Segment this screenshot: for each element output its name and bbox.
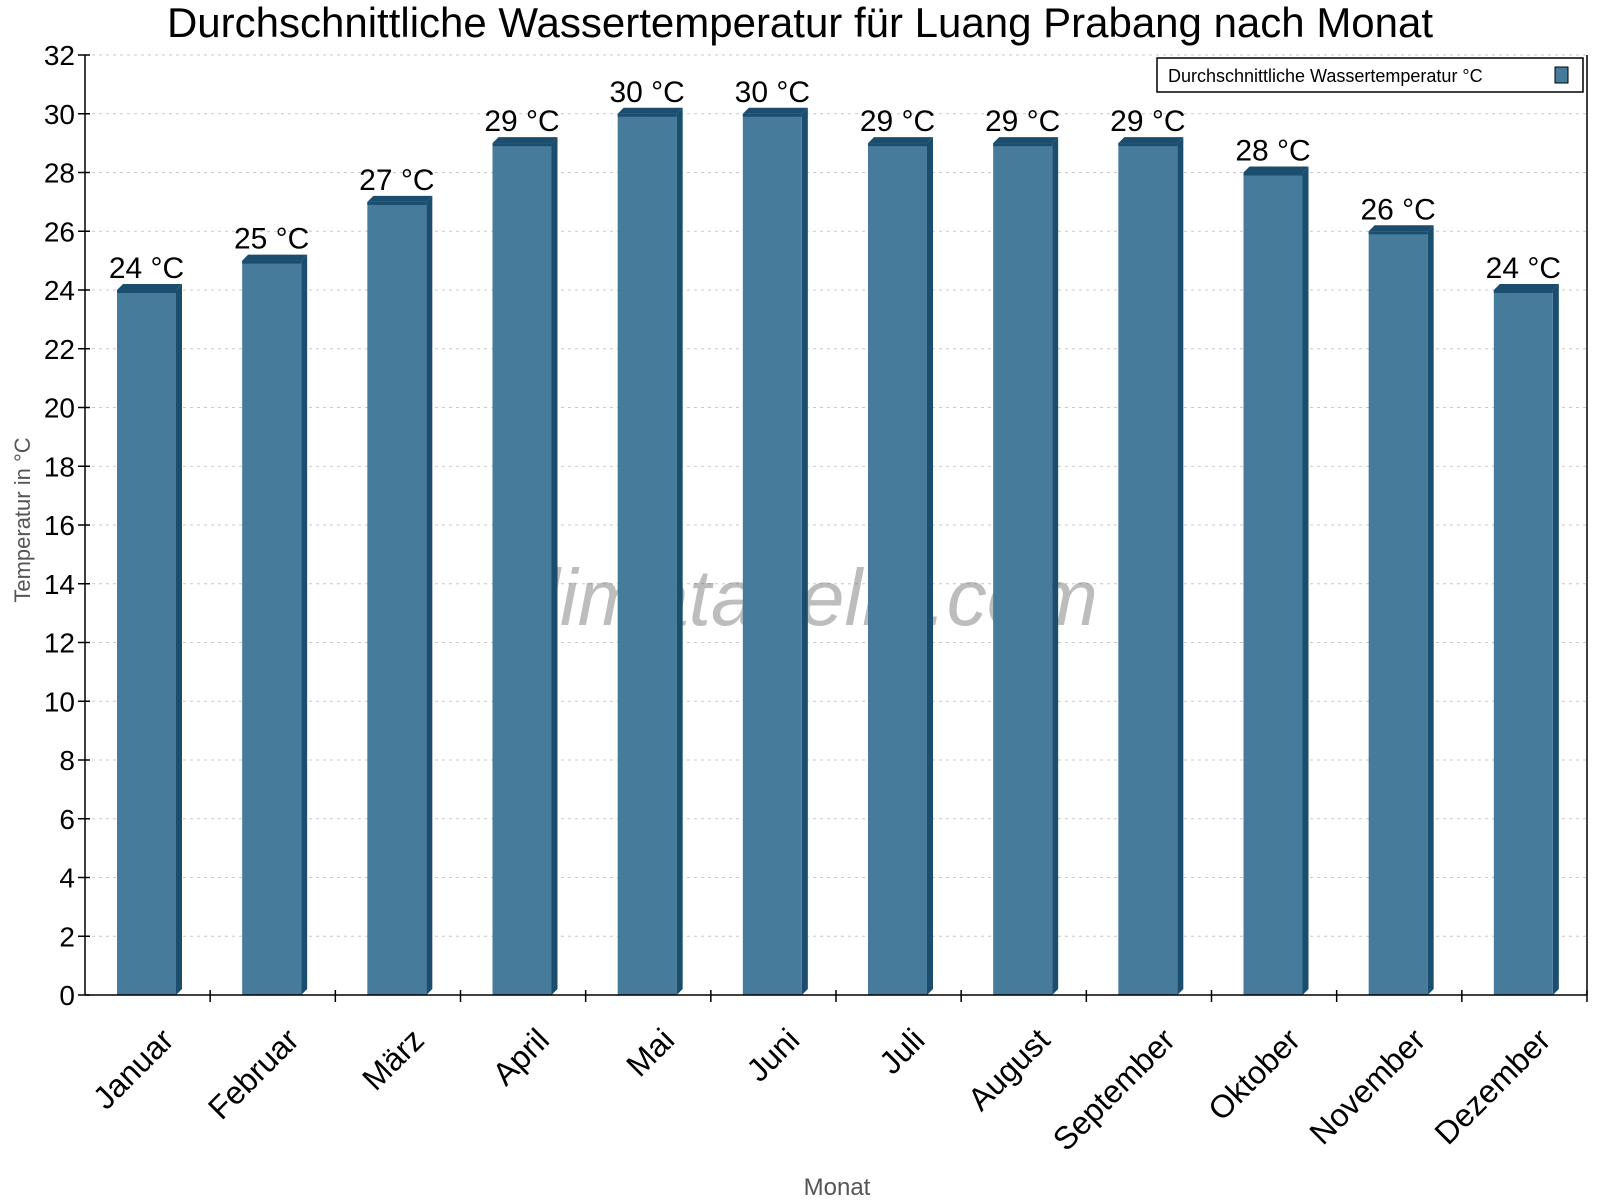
chart-title: Durchschnittliche Wassertemperatur für L… xyxy=(167,0,1433,46)
x-tick-label: Februar xyxy=(201,1021,306,1126)
legend: Durchschnittliche Wassertemperatur °C xyxy=(1156,57,1584,93)
bar-edge xyxy=(742,113,802,117)
legend-swatch xyxy=(1554,66,1569,84)
bar-top xyxy=(1243,166,1309,173)
bar xyxy=(1368,231,1428,995)
y-tick-label: 20 xyxy=(44,393,75,424)
bar xyxy=(367,201,427,995)
bar-top xyxy=(492,137,558,144)
bar xyxy=(242,260,302,995)
bar-top xyxy=(617,107,683,114)
bar xyxy=(617,113,677,995)
y-tick-label: 14 xyxy=(44,569,75,600)
bar-side xyxy=(676,107,683,995)
x-tick-label: November xyxy=(1302,1021,1432,1151)
bar-side xyxy=(426,195,433,995)
bar-edge xyxy=(117,290,176,293)
y-tick-label: 4 xyxy=(59,863,75,894)
x-tick-label: September xyxy=(1046,1021,1182,1157)
y-tick-label: 12 xyxy=(44,628,75,659)
x-tick-label: Juli xyxy=(872,1021,931,1080)
y-tick-label: 18 xyxy=(44,451,75,482)
bar-edge xyxy=(242,260,302,264)
y-tick-label: 6 xyxy=(59,804,75,835)
bar xyxy=(492,143,552,995)
y-tick-label: 2 xyxy=(59,921,75,952)
y-axis-label: Temperatur in °C xyxy=(10,437,35,602)
x-tick-label: August xyxy=(961,1021,1057,1117)
bar-top xyxy=(742,107,808,114)
x-tick-label: März xyxy=(355,1021,431,1097)
bar xyxy=(1493,290,1553,995)
bar-edge xyxy=(993,143,1053,147)
bar-side xyxy=(301,254,308,995)
bar xyxy=(117,290,176,995)
bar-edge xyxy=(367,201,427,205)
y-tick-label: 8 xyxy=(59,745,75,776)
bar-edge xyxy=(492,143,552,147)
bar-side xyxy=(551,137,558,995)
bar xyxy=(1118,143,1178,995)
y-tick-label: 28 xyxy=(44,158,75,189)
data-label: 24 °C xyxy=(109,252,184,285)
y-tick-label: 32 xyxy=(44,40,75,71)
y-tick-label: 16 xyxy=(44,510,75,541)
bar xyxy=(742,113,802,995)
bar-top xyxy=(868,137,933,144)
x-tick-label: Oktober xyxy=(1201,1021,1307,1127)
y-tick-label: 24 xyxy=(44,275,75,306)
bar-edge xyxy=(617,113,677,117)
bar xyxy=(868,143,927,995)
data-label: 30 °C xyxy=(735,76,810,109)
y-tick-label: 22 xyxy=(44,334,75,365)
bar-edge xyxy=(1118,143,1178,147)
bar-top xyxy=(117,284,182,290)
x-axis-label: Monat xyxy=(804,1174,871,1200)
data-label: 27 °C xyxy=(359,164,434,197)
data-label: 29 °C xyxy=(484,105,559,138)
bar-edge xyxy=(868,143,927,147)
bar-edge xyxy=(1243,172,1303,176)
data-label: 29 °C xyxy=(985,105,1060,138)
bar-top xyxy=(1493,284,1559,290)
bar-side xyxy=(1552,284,1559,995)
bar-side xyxy=(801,107,808,995)
bar-side xyxy=(176,284,182,995)
x-tick-label: Januar xyxy=(86,1021,181,1116)
data-label: 28 °C xyxy=(1235,135,1310,168)
y-tick-label: 26 xyxy=(44,216,75,247)
data-label: 29 °C xyxy=(1110,105,1185,138)
bar-top xyxy=(242,254,308,261)
y-tick-label: 30 xyxy=(44,99,75,130)
bar xyxy=(993,143,1053,995)
bar-top xyxy=(993,137,1059,144)
data-label: 26 °C xyxy=(1360,193,1435,226)
bar-side xyxy=(1177,137,1184,995)
y-tick-label: 10 xyxy=(44,686,75,717)
x-tick-label: Dezember xyxy=(1428,1021,1558,1151)
bar-side xyxy=(1427,225,1434,995)
bar-top xyxy=(1118,137,1184,144)
data-label: 30 °C xyxy=(609,76,684,109)
bar-side xyxy=(1302,166,1309,995)
bar-edge xyxy=(1493,290,1553,293)
bar-side xyxy=(927,137,933,995)
bar-top xyxy=(1368,225,1434,232)
bar-top xyxy=(367,195,433,202)
data-label: 29 °C xyxy=(860,105,935,138)
legend-label: Durchschnittliche Wassertemperatur °C xyxy=(1168,66,1483,86)
bar-side xyxy=(1052,137,1059,995)
x-tick-label: Juni xyxy=(739,1021,806,1088)
x-tick-label: Mai xyxy=(619,1021,681,1083)
x-tick-label: April xyxy=(485,1021,556,1092)
bar-edge xyxy=(1368,231,1428,235)
data-label: 25 °C xyxy=(234,223,309,256)
bar xyxy=(1243,172,1303,995)
data-label: 24 °C xyxy=(1486,252,1561,285)
y-tick-label: 0 xyxy=(59,980,75,1011)
